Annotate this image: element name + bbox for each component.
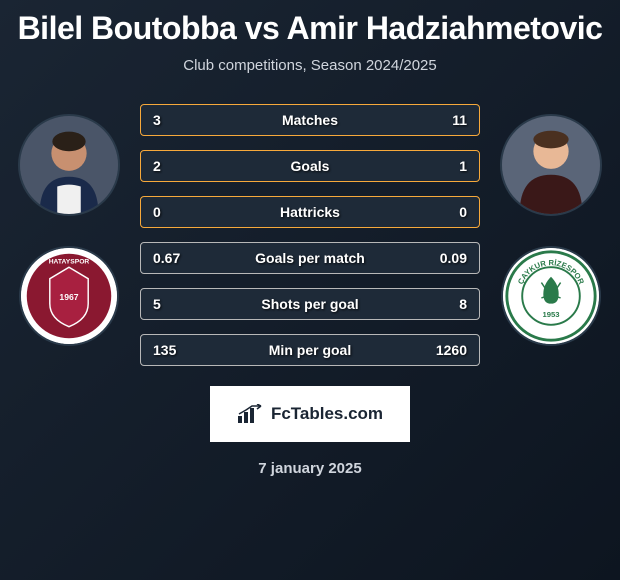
stat-row-shots-per-goal: 5 Shots per goal 8 xyxy=(140,288,480,320)
stat-left-value: 0.67 xyxy=(153,250,180,266)
stat-right-value: 8 xyxy=(459,296,467,312)
player-left-photo xyxy=(18,114,120,216)
date-text: 7 january 2025 xyxy=(0,460,620,477)
stat-label: Hattricks xyxy=(280,204,340,220)
stat-left-value: 135 xyxy=(153,342,176,358)
stat-right-value: 0.09 xyxy=(440,250,467,266)
fctables-icon xyxy=(237,404,265,424)
subtitle: Club competitions, Season 2024/2025 xyxy=(0,57,620,74)
svg-text:1967: 1967 xyxy=(59,292,78,302)
comparison-content: HATAYSPOR 1967 3 Matches 11 2 Goals 1 0 Hattric… xyxy=(0,104,620,366)
stat-row-matches: 3 Matches 11 xyxy=(140,104,480,136)
stat-right-value: 0 xyxy=(459,204,467,220)
stat-right-value: 11 xyxy=(452,112,467,128)
stat-label: Goals per match xyxy=(255,250,365,266)
stat-label: Min per goal xyxy=(269,342,351,358)
stat-label: Shots per goal xyxy=(261,296,358,312)
stat-left-value: 3 xyxy=(153,112,161,128)
stat-label: Goals xyxy=(291,158,330,174)
stat-row-goals-per-match: 0.67 Goals per match 0.09 xyxy=(140,242,480,274)
brand-text: FcTables.com xyxy=(271,404,383,424)
club-left-logo: HATAYSPOR 1967 xyxy=(19,246,119,346)
stat-left-value: 5 xyxy=(153,296,161,312)
stat-right-value: 1260 xyxy=(436,342,467,358)
page-title: Bilel Boutobba vs Amir Hadziahmetovic xyxy=(0,10,620,47)
svg-text:HATAYSPOR: HATAYSPOR xyxy=(49,258,90,265)
player-right-photo xyxy=(500,114,602,216)
stat-left-value: 2 xyxy=(153,158,161,174)
stat-left-value: 0 xyxy=(153,204,161,220)
stats-column: 3 Matches 11 2 Goals 1 0 Hattricks 0 0.67 Goals pe… xyxy=(140,104,480,366)
stat-row-hattricks: 0 Hattricks 0 xyxy=(140,196,480,228)
stat-row-goals: 2 Goals 1 xyxy=(140,150,480,182)
brand-box[interactable]: FcTables.com xyxy=(210,386,410,442)
right-column: ÇAYKUR RİZESPOR 1953 xyxy=(500,104,602,346)
left-column: HATAYSPOR 1967 xyxy=(18,104,120,346)
stat-label: Matches xyxy=(282,112,338,128)
svg-text:1953: 1953 xyxy=(542,310,559,319)
club-right-logo: ÇAYKUR RİZESPOR 1953 xyxy=(501,246,601,346)
stat-right-value: 1 xyxy=(459,158,467,174)
stat-row-min-per-goal: 135 Min per goal 1260 xyxy=(140,334,480,366)
